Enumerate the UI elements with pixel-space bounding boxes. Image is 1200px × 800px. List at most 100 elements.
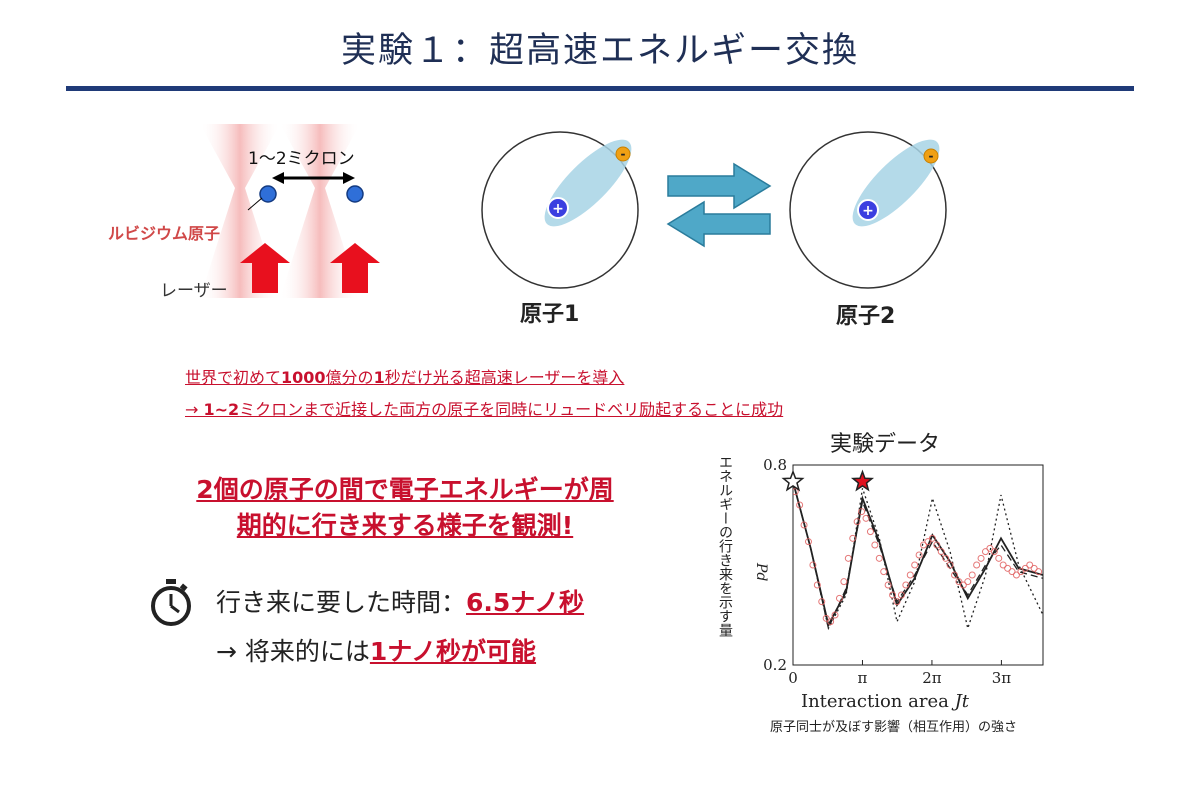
atom-2-electron-cloud [852,139,940,227]
data-point [995,554,1003,562]
data-point [990,548,998,556]
time-required-line: 行き来に要した時間：6.5ナノ秒 [216,588,585,617]
chart-ylabel-group: エネルギーの行き来を示す量 Pd [717,455,769,637]
data-point [1008,568,1016,576]
data-point [871,541,879,549]
headline-line-1: 2個の原子の間で電子エネルギーが周 [196,475,614,504]
atom-1-plus-sign: + [552,201,564,217]
data-point [866,528,874,536]
data-point [840,578,848,586]
description-line-2: → 1~2ミクロンまで近接した両方の原子を同時にリュードベリ励起することに成功 [185,400,784,419]
time-required-value: 6.5ナノ秒 [466,588,585,617]
data-point [977,554,985,562]
future-possibility-line: → 将来的には1ナノ秒が可能 [216,637,537,666]
data-point [849,534,857,542]
data-point [1021,564,1029,572]
data-point [1030,564,1038,572]
data-point [946,561,954,569]
atom-1-electron [615,146,631,162]
data-point [804,538,812,546]
x-tick-label: π [858,669,868,687]
data-point [796,501,804,509]
atom-1-minus-sign: - [621,147,626,161]
atom-1-label: 原子1 [520,302,580,327]
y-tick-label: 0.2 [763,656,787,674]
data-point [933,541,941,549]
chart-title: 実験データ [830,432,940,457]
atom-2-label: 原子2 [836,304,896,329]
data-point [827,618,835,626]
rubidium-atom-left [259,185,277,203]
data-point [942,554,950,562]
rubidium-atom-right [346,185,364,203]
data-point [831,611,839,619]
data-point [822,614,830,622]
atom-1-nucleus [547,197,569,219]
atom-2-nucleus [857,199,879,221]
chart-caption: 原子同士が及ぼす影響（相互作用）の強さ [770,720,1018,735]
data-point [880,568,888,576]
data-point [1026,561,1034,569]
series-line-dashed-line [793,481,1043,631]
title-divider [66,86,1134,91]
atom-2-orbit [789,131,947,289]
chart-plot-frame [792,464,1044,666]
headline-line-2: 期的に行き来する様子を観測! [236,511,574,540]
data-point [906,571,914,579]
data-point [964,578,972,586]
laser-atom-diagram [200,124,380,298]
data-point [911,561,919,569]
data-point [951,571,959,579]
star-marker [850,469,875,492]
description-line-1: 世界で初めて1000億分の1秒だけ光る超高速レーザーを導入 [185,368,625,387]
slide-title: 実験１：超高速エネルギー交換 [340,31,859,71]
data-point [959,581,967,589]
arrow-left-icon [666,200,771,248]
data-point [893,598,901,606]
data-point [897,591,905,599]
atom-1-diagram: + - [481,131,639,289]
data-point [920,541,928,549]
laser-arrow-right [330,243,380,293]
x-tick-label: 3π [992,669,1012,687]
x-tick-label: 2π [922,669,942,687]
laser-beam-right [280,124,360,298]
data-point [999,561,1007,569]
data-point [809,561,817,569]
data-point [835,594,843,602]
data-point [800,521,808,529]
atom-1-electron-cloud [544,139,632,227]
data-point [986,544,994,552]
atom-2-minus-sign: - [929,149,934,163]
rubidium-label: ルビジウム原子 [108,224,221,243]
y-tick-label: 0.8 [763,456,787,474]
data-point [844,554,852,562]
data-point [928,534,936,542]
stopwatch-icon [151,579,191,626]
data-point [853,518,861,526]
data-point [862,514,870,522]
data-point [818,598,826,606]
data-point [1035,568,1043,576]
chart-ylabel: エネルギーの行き来を示す量 [717,455,733,637]
data-point [1017,568,1025,576]
laser-label: レーザー [160,281,228,301]
data-point [915,551,923,559]
data-point [981,548,989,556]
x-tick-label: 0 [788,669,798,687]
arrow-right-icon [667,162,772,210]
laser-arrow-left [240,243,290,293]
chart-xlabel: Interaction area Jt [801,691,970,712]
chart-ylabel-var: Pd [753,562,769,581]
data-point [813,581,821,589]
data-point [858,508,866,516]
data-point [955,578,963,586]
distance-label: 1〜2ミクロン [248,149,355,169]
data-point [1004,564,1012,572]
data-point [1012,571,1020,579]
star-marker [781,469,805,492]
atom-2-electron [923,148,939,164]
future-possibility-value: 1ナノ秒が可能 [369,637,537,666]
data-point [875,554,883,562]
experiment-chart: 実験データ エネルギーの行き来を示す量 Pd 0 π 2π 3π 0.8 0.2 Inter… [717,432,1044,712]
